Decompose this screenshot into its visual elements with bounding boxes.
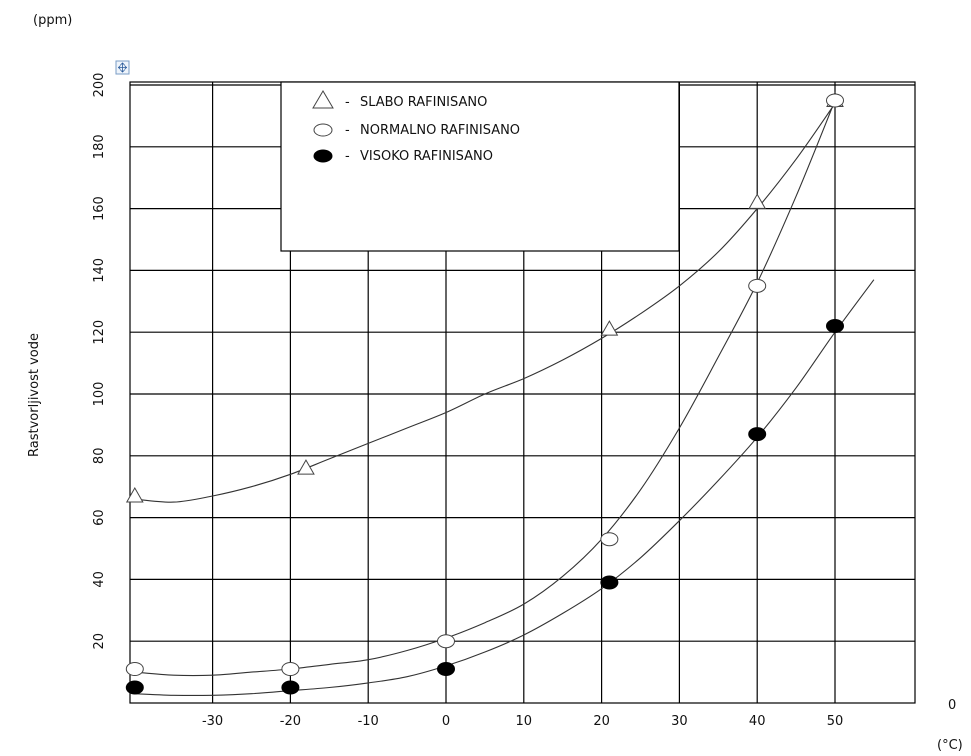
- x-tick-label: -20: [280, 714, 301, 729]
- point-open-circle: [281, 662, 300, 677]
- x-zero-label: 0: [948, 698, 956, 713]
- legend-filled-circle-icon: [313, 149, 333, 163]
- legend-dash-3: -: [345, 149, 350, 164]
- point-triangle: [600, 320, 619, 336]
- point-triangle: [125, 486, 144, 503]
- point-filled-circle: [748, 427, 767, 442]
- legend-box: [280, 81, 680, 252]
- y-tick-label: 160: [92, 196, 107, 221]
- x-tick-label: -10: [358, 714, 379, 729]
- point-filled-circle: [600, 575, 619, 590]
- point-filled-circle: [281, 680, 300, 695]
- x-tick-label: 20: [593, 714, 610, 729]
- y-tick-label: 60: [92, 509, 107, 526]
- y-axis-label: Rastvorljivost vode: [27, 333, 42, 457]
- series-curve-2: [134, 100, 836, 677]
- legend-label-visoko: VISOKO RAFINISANO: [360, 149, 493, 164]
- legend: - SLABO RAFINISANO - NORMALNO RAFINISANO…: [280, 81, 680, 252]
- point-triangle: [748, 193, 767, 209]
- y-tick-label: 180: [92, 134, 107, 159]
- y-tick-label: 200: [92, 73, 107, 98]
- y-tick-label: 80: [92, 448, 107, 465]
- point-open-circle: [125, 662, 144, 677]
- legend-dash-2: -: [345, 123, 350, 138]
- legend-dash-1: -: [345, 95, 350, 110]
- move-handle-icon[interactable]: [115, 60, 130, 75]
- series-curve-3: [134, 279, 875, 696]
- x-tick-label: 40: [749, 714, 766, 729]
- point-open-circle: [600, 532, 619, 547]
- series-curve-1: [134, 103, 836, 503]
- x-tick-label: 10: [516, 714, 533, 729]
- x-tick-label: 50: [827, 714, 844, 729]
- legend-triangle-icon: [312, 90, 334, 109]
- point-filled-circle: [125, 680, 144, 695]
- legend-label-normalno: NORMALNO RAFINISANO: [360, 123, 520, 138]
- legend-open-circle-icon: [313, 123, 333, 137]
- point-triangle: [297, 459, 315, 475]
- data-points: [125, 91, 844, 695]
- x-tick-label: -30: [202, 714, 223, 729]
- tick-labels: -30 -20 -10 0 10 20 30 40 50 20 40 60 80 100 120 140 160…: [92, 73, 843, 729]
- point-open-circle: [748, 278, 767, 293]
- y-tick-label: 100: [92, 382, 107, 407]
- legend-label-slabo: SLABO RAFINISANO: [360, 95, 487, 110]
- point-filled-circle: [437, 662, 455, 677]
- point-filled-circle: [826, 319, 844, 334]
- x-tick-label: 0: [442, 714, 450, 729]
- y-tick-label: 40: [92, 571, 107, 588]
- y-tick-label: 140: [92, 258, 107, 283]
- x-unit-label: (°C): [937, 738, 963, 753]
- point-open-circle: [437, 634, 455, 649]
- y-tick-label: 120: [92, 320, 107, 345]
- y-unit-label: (ppm): [33, 13, 72, 28]
- point-open-circle: [826, 93, 844, 108]
- x-tick-label: 30: [671, 714, 688, 729]
- y-tick-label: 20: [92, 633, 107, 650]
